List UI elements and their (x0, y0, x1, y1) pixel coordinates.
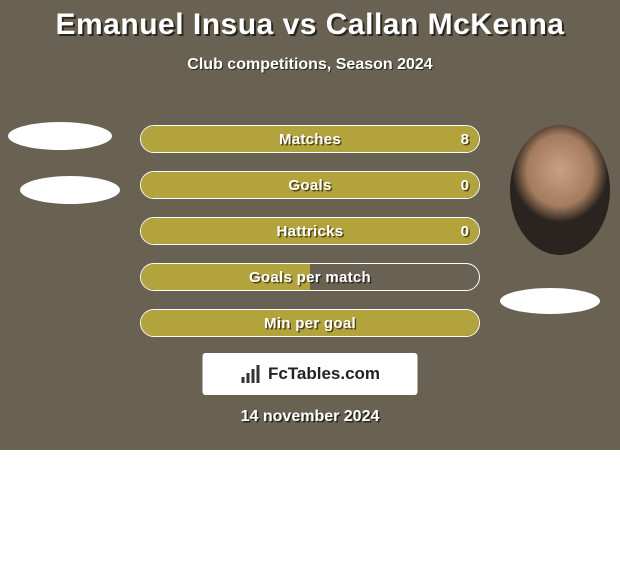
bar-chart-icon (240, 365, 262, 383)
stat-label: Goals (141, 172, 479, 198)
date-text: 14 november 2024 (0, 408, 620, 426)
brand-text: FcTables.com (268, 364, 380, 384)
player-left-oval-2 (20, 176, 120, 204)
stat-label: Min per goal (141, 310, 479, 336)
face-icon (510, 125, 610, 255)
stat-value-right: 0 (461, 218, 469, 244)
page-title: Emanuel Insua vs Callan McKenna (0, 0, 620, 42)
brand-badge[interactable]: FcTables.com (203, 353, 418, 395)
stat-row-hattricks: Hattricks 0 (140, 217, 480, 245)
comparison-card: Emanuel Insua vs Callan McKenna Club com… (0, 0, 620, 450)
player-right-oval-1 (500, 288, 600, 314)
stat-row-min-per-goal: Min per goal (140, 309, 480, 337)
stat-value-right: 8 (461, 126, 469, 152)
subtitle: Club competitions, Season 2024 (0, 56, 620, 74)
stat-row-matches: Matches 8 (140, 125, 480, 153)
player-left-oval-1 (8, 122, 112, 150)
stat-label: Matches (141, 126, 479, 152)
player-right-avatar (510, 125, 610, 255)
stat-row-goals-per-match: Goals per match (140, 263, 480, 291)
stat-row-goals: Goals 0 (140, 171, 480, 199)
stat-value-right: 0 (461, 172, 469, 198)
stat-label: Hattricks (141, 218, 479, 244)
stat-label: Goals per match (141, 264, 479, 290)
stats-container: Matches 8 Goals 0 Hattricks 0 Goals per … (140, 125, 480, 355)
